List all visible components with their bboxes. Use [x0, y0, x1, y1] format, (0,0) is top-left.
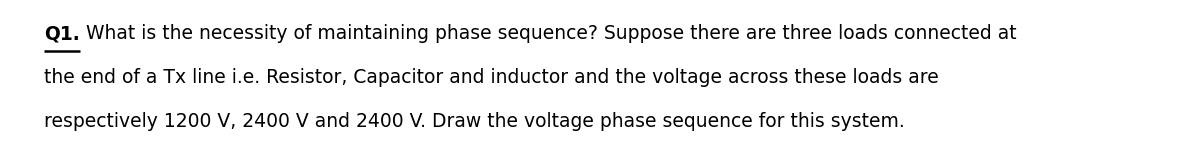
Text: the end of a Tx line i.e. Resistor, Capacitor and inductor and the voltage acros: the end of a Tx line i.e. Resistor, Capa… — [44, 68, 938, 87]
Text: Q1.: Q1. — [44, 24, 79, 43]
Text: What is the necessity of maintaining phase sequence? Suppose there are three loa: What is the necessity of maintaining pha… — [79, 24, 1016, 43]
Text: respectively 1200 V, 2400 V and 2400 V. Draw the voltage phase sequence for this: respectively 1200 V, 2400 V and 2400 V. … — [44, 112, 905, 131]
